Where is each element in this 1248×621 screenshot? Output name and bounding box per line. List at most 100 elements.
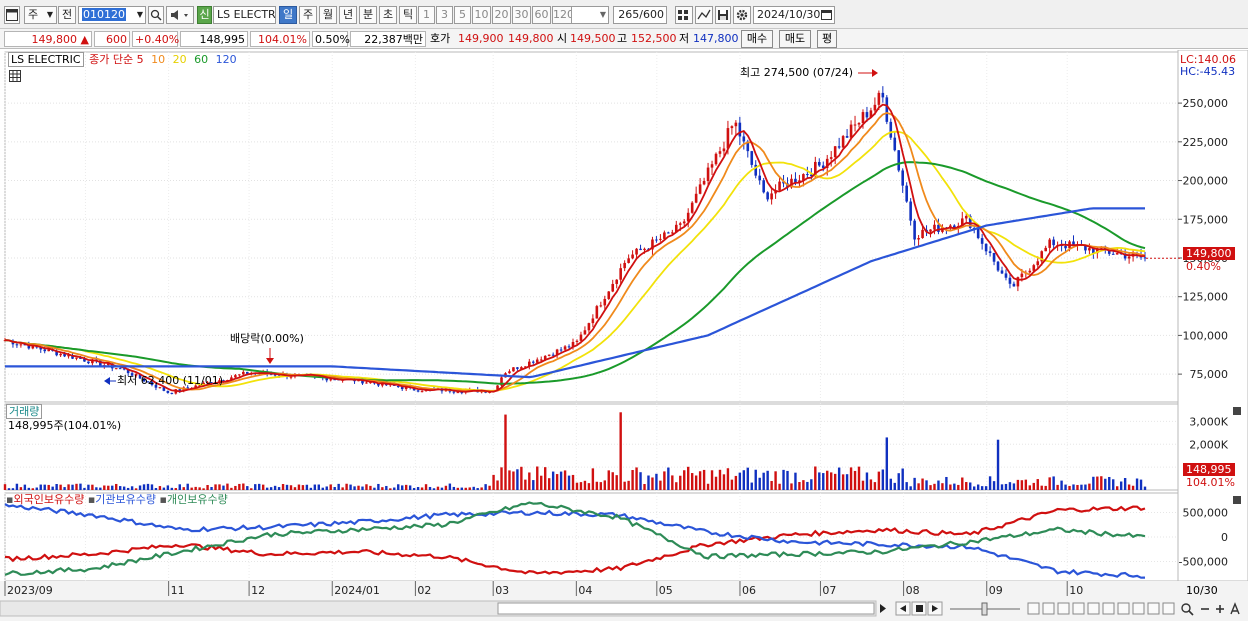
date-input[interactable]: 2024/10/30: [753, 6, 835, 24]
open-label: 시: [557, 32, 568, 45]
high-price: 152,500: [631, 32, 677, 45]
volume-bar: [877, 471, 881, 490]
volume-bar: [845, 474, 849, 490]
volume-bar: [524, 479, 527, 490]
buy-button[interactable]: 매수: [741, 30, 773, 48]
nav-play-icon: [932, 605, 938, 612]
search-icon[interactable]: [148, 6, 164, 24]
candle-body: [496, 385, 499, 391]
tab-6[interactable]: 틱: [399, 6, 417, 24]
candle-body: [329, 379, 333, 381]
volume-bar: [615, 475, 618, 490]
volume-bar: [103, 485, 106, 490]
interval-5[interactable]: 5: [454, 6, 471, 24]
candle-body: [166, 390, 170, 393]
code-input[interactable]: 010120 ▼: [78, 6, 146, 24]
scrollbar-thumb: [497, 602, 875, 615]
interval-60[interactable]: 60: [532, 6, 551, 24]
interval-custom-select[interactable]: ▼: [571, 6, 609, 24]
speaker-icon[interactable]: [166, 6, 194, 24]
volume-bar: [428, 486, 432, 490]
candle-body: [154, 384, 158, 388]
zoom-slider-handle: [981, 602, 988, 616]
volume-bar: [349, 484, 352, 490]
candle-body: [833, 146, 837, 158]
window-icon[interactable]: [4, 6, 20, 24]
volume-bar: [432, 488, 436, 490]
tab-2[interactable]: 월: [319, 6, 337, 24]
candle-body: [583, 330, 587, 335]
volume-bar: [544, 467, 547, 490]
interval-20[interactable]: 20: [492, 6, 511, 24]
candle-body: [198, 385, 201, 387]
x-axis-label-10: 08: [906, 584, 920, 597]
volume-bar: [369, 485, 372, 490]
volume-bar: [333, 487, 336, 490]
tab-3[interactable]: 년: [339, 6, 357, 24]
volume-bar: [1072, 484, 1075, 490]
count-input[interactable]: 265/600: [613, 6, 667, 24]
volume-bar: [238, 483, 241, 490]
quote-infobar: 149,800 ▲ 600 +0.40% 148,995 104.01% 0.5…: [0, 29, 1248, 49]
volume-bar: [15, 483, 19, 490]
volume-bar: [39, 484, 42, 490]
volume-bar: [3, 484, 7, 490]
period-select[interactable]: 주 ▼: [24, 6, 57, 24]
interval-1[interactable]: 1: [418, 6, 435, 24]
volume-bar: [599, 482, 603, 490]
calendar-icon[interactable]: [821, 9, 832, 25]
volume-bar: [1131, 485, 1135, 490]
draw-icon[interactable]: [695, 6, 713, 24]
volume-panel-close-icon: [1233, 407, 1241, 415]
volume-bar: [1143, 486, 1147, 490]
volume-bar: [1139, 479, 1143, 490]
candle-body: [146, 381, 150, 383]
open-price: 149,500: [570, 32, 616, 45]
tab-1[interactable]: 주: [299, 6, 317, 24]
tool-icon-7: [1132, 602, 1145, 615]
candle-body: [682, 221, 686, 224]
save-icon[interactable]: [715, 6, 731, 24]
tab-0[interactable]: 일: [279, 6, 297, 24]
volume-bar: [246, 486, 249, 490]
volume-bar: [619, 412, 622, 490]
annotation-dividend: 배당락(0.00%): [230, 332, 304, 345]
volume-bar: [27, 487, 31, 490]
candle-body: [591, 318, 595, 324]
avg-button[interactable]: 평: [817, 30, 837, 48]
volume-bar: [142, 484, 146, 490]
candle-body: [722, 148, 726, 152]
grid-icon[interactable]: [675, 6, 693, 24]
volume-bar: [47, 484, 50, 490]
interval-120[interactable]: 120: [552, 6, 574, 24]
candle-body: [269, 374, 273, 376]
volume-bar: [313, 484, 317, 490]
prev-button[interactable]: 전: [58, 6, 76, 24]
high-label: 고: [617, 32, 628, 45]
tab-5[interactable]: 초: [379, 6, 397, 24]
price-tick-label-6: 100,000: [1183, 329, 1229, 342]
volume-bar: [853, 470, 857, 490]
volume-bar: [806, 481, 809, 490]
candle-body: [921, 229, 924, 239]
candle-body: [218, 380, 221, 383]
volume-bar: [762, 472, 765, 490]
tab-4[interactable]: 분: [359, 6, 377, 24]
candle-body: [1020, 273, 1024, 278]
interval-3[interactable]: 3: [436, 6, 453, 24]
volume-bar: [508, 470, 511, 490]
trade-amount: 22,387백만: [350, 31, 426, 47]
volume-bar: [917, 483, 920, 490]
candle-body: [1000, 270, 1004, 274]
settings-icon[interactable]: [733, 6, 751, 24]
interval-10[interactable]: 10: [472, 6, 491, 24]
lc-value: LC:140.06: [1180, 53, 1237, 66]
candle-body: [861, 112, 865, 124]
volume-bar: [444, 485, 448, 490]
sell-button[interactable]: 매도: [779, 30, 811, 48]
interval-30[interactable]: 30: [512, 6, 531, 24]
tool-icon-1: [1042, 602, 1055, 615]
candle-body: [27, 344, 31, 349]
volume-bar: [273, 485, 277, 490]
candle-body: [516, 367, 519, 369]
